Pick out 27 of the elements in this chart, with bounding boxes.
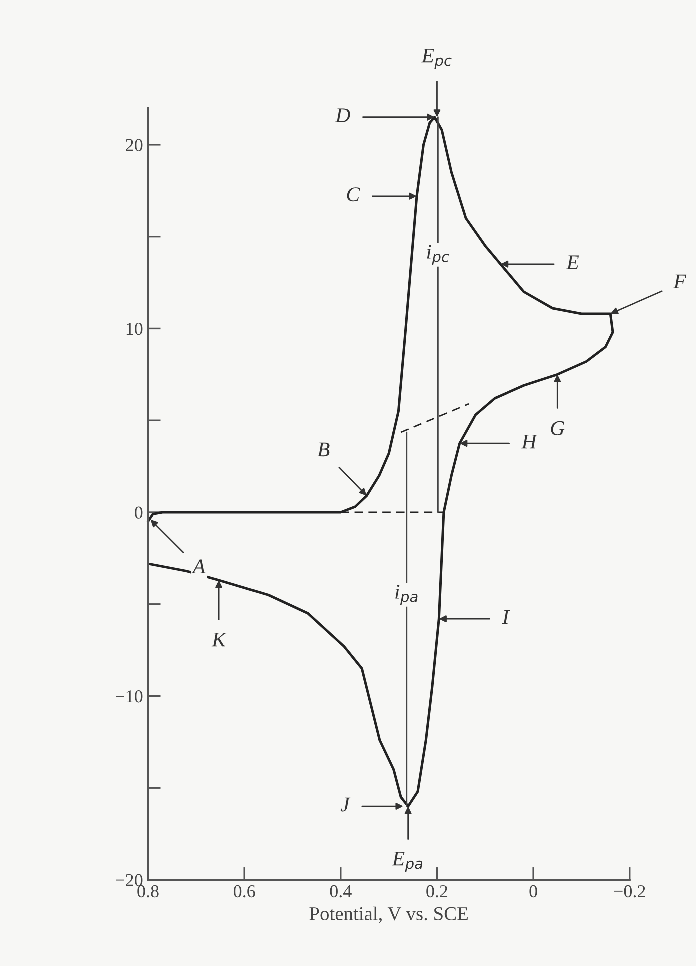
annotation: E$_{pa}$ — [392, 852, 423, 872]
annotation: J — [340, 798, 351, 812]
x-tick-label: 0 — [530, 885, 538, 898]
y-tick-label: 0 — [135, 506, 143, 519]
annotation: E — [566, 256, 580, 270]
annotation: C — [347, 188, 360, 202]
annotation: E$_{pc}$ — [422, 48, 452, 70]
annotation: K — [212, 632, 227, 647]
y-tick-label: 10 — [126, 322, 143, 336]
y-tick-label: −10 — [116, 690, 143, 703]
x-tick-label: 0.6 — [234, 885, 256, 898]
annotation: G — [551, 421, 565, 436]
x-tick-label: 0.8 — [138, 885, 159, 898]
annotation: B — [318, 442, 330, 457]
annotation: i$_{pc}$ — [427, 245, 450, 266]
x-tick-label: 0.4 — [330, 885, 352, 898]
annotation: H — [522, 434, 538, 449]
x-tick-label: 0.2 — [426, 885, 448, 898]
x-tick-label: −0.2 — [614, 885, 646, 898]
annotation: i$_{pa}$ — [396, 584, 418, 606]
annotation: D — [335, 108, 350, 122]
y-tick-label: −20 — [116, 874, 143, 886]
y-tick-label: 20 — [126, 139, 143, 152]
annotation: I — [502, 610, 510, 624]
annotation: F — [674, 274, 687, 288]
annotation: A — [192, 560, 206, 574]
x-axis-title: Potential, V vs. SCE — [310, 906, 468, 924]
